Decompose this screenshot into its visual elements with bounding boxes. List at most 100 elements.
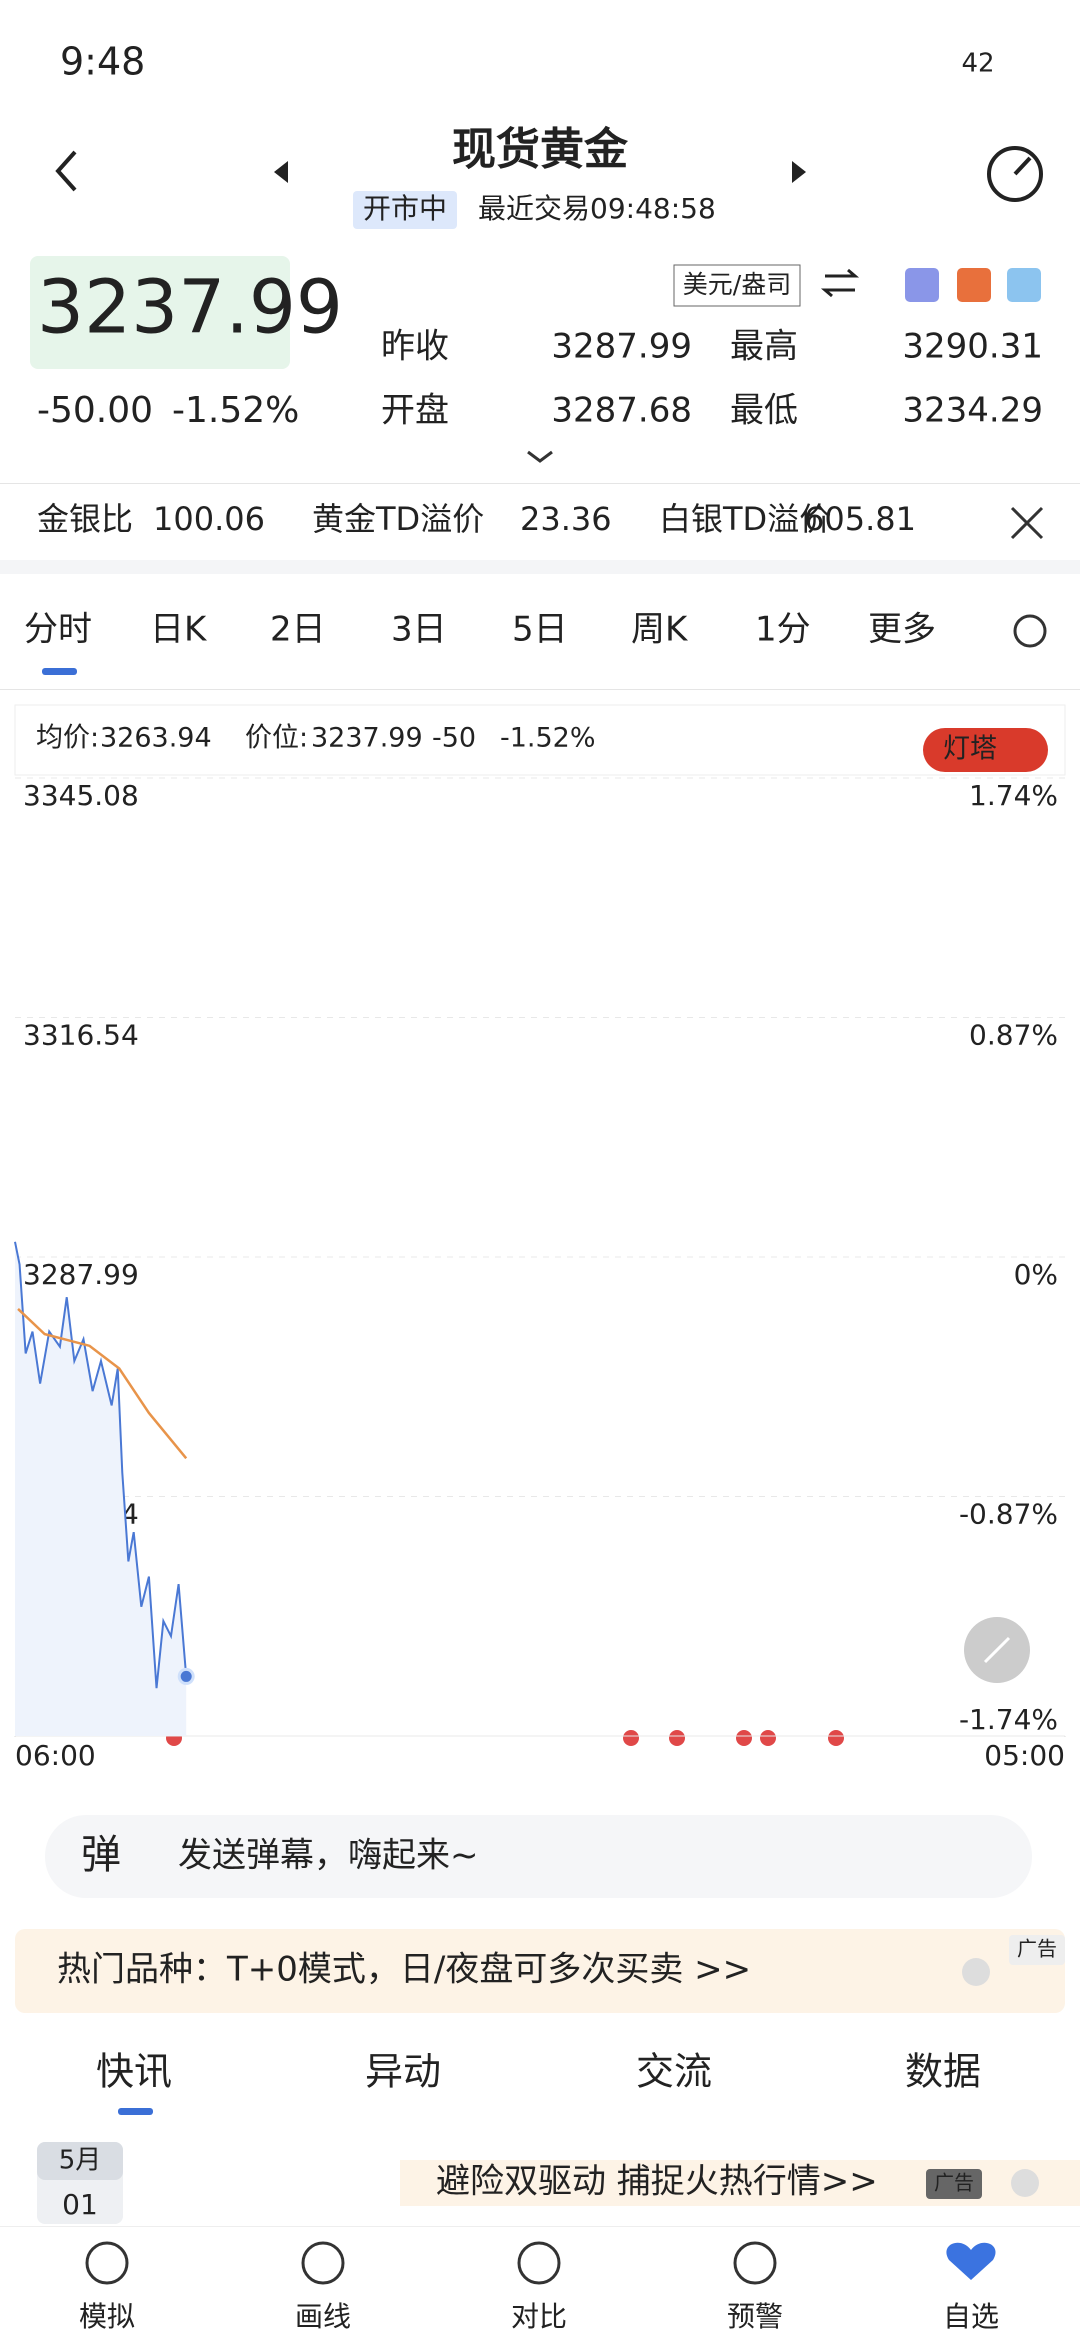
field-value: 3287.99 [551, 327, 692, 367]
nav-label[interactable]: 画线 [295, 2300, 351, 2333]
last-point [177, 1667, 195, 1685]
news-tab[interactable]: 数据 [905, 2050, 981, 2094]
tab[interactable]: 周K [631, 610, 689, 650]
price-label: 价位: [245, 723, 308, 754]
promo-text[interactable]: 热门品种：T+0模式，日/夜盘可多次买卖 >> [57, 1950, 751, 1990]
state-badge [353, 191, 457, 229]
expand-chevron[interactable] [527, 450, 553, 463]
tool-icon[interactable] [1007, 268, 1041, 302]
danmaku-input[interactable] [45, 1815, 1032, 1898]
swap-icon[interactable] [820, 268, 860, 298]
event-dot[interactable] [760, 1730, 776, 1746]
promo-tag-bg [1009, 1935, 1065, 1965]
spread-label: 黄金TD溢价 [312, 500, 484, 538]
x-tick-label: 05:00 [984, 1739, 1065, 1772]
field-label: 最低 [730, 391, 798, 431]
avg-value: 3263.94 [100, 723, 212, 754]
y2-tick-label: 1.74% [969, 779, 1058, 812]
spread-value: 605.81 [804, 500, 916, 538]
danmaku-icon: 弹 [81, 1832, 121, 1878]
tab[interactable]: 分时 [24, 610, 92, 650]
tab-underline [42, 668, 77, 675]
unit-box [673, 264, 801, 307]
spread-label: 白银TD溢价 [659, 500, 831, 538]
settings-button[interactable] [1013, 614, 1047, 648]
news-tab[interactable]: 交流 [636, 2050, 712, 2094]
tool-icon[interactable] [905, 268, 939, 302]
tab[interactable]: 2日 [270, 610, 326, 650]
date-day: 01 [62, 2188, 98, 2221]
back-button[interactable] [55, 150, 77, 192]
avg-line [17, 1308, 188, 1460]
news-tab[interactable]: 异动 [365, 2050, 441, 2094]
nav-icon[interactable] [946, 2242, 996, 2280]
news-tab[interactable]: 快讯 [96, 2050, 172, 2094]
state: 开市中 [363, 192, 447, 225]
nav-icon[interactable] [517, 2241, 561, 2285]
divider [0, 689, 1080, 690]
ad-text[interactable]: 避险双驱动 捕捉火热行情>> [436, 2162, 878, 2202]
promo-bg[interactable] [15, 1929, 1065, 2013]
y2-tick-label: 0.87% [969, 1019, 1058, 1052]
nav-label[interactable]: 自选 [943, 2300, 999, 2333]
promo-close[interactable] [962, 1958, 990, 1986]
nav-label[interactable]: 模拟 [79, 2300, 135, 2333]
y2-tick-label: -1.74% [959, 1703, 1058, 1736]
tab[interactable]: 5日 [512, 610, 568, 650]
tab[interactable]: 1分 [755, 610, 811, 650]
refresh-button[interactable] [987, 146, 1043, 202]
tool-icon[interactable] [957, 268, 991, 302]
chart-info-bg [14, 704, 1066, 776]
nav-label[interactable]: 对比 [511, 2300, 567, 2333]
unit[interactable]: 美元/盎司 [683, 270, 791, 299]
change-pct: -1.52% [172, 390, 299, 431]
field-value: 3290.31 [902, 327, 1043, 367]
spread-label: 金银比 [37, 500, 133, 538]
ad-close[interactable] [1011, 2169, 1039, 2197]
y-tick-label: 3345.08 [23, 779, 139, 812]
tab[interactable]: 更多 [868, 610, 936, 650]
close-button[interactable] [1010, 506, 1044, 540]
price-pct: -1.52% [500, 723, 596, 754]
refresh-hand [1013, 156, 1032, 176]
lighthouse-button[interactable] [923, 728, 1048, 772]
spacer [1005, 1072, 1006, 1073]
last-trade: 最近交易09:48:58 [478, 192, 716, 225]
nav-icon[interactable] [85, 2241, 129, 2285]
tab[interactable]: 日K [150, 610, 208, 650]
news-tab-underline [118, 2108, 153, 2115]
y2-tick-label: -0.87% [959, 1498, 1058, 1531]
prev-button[interactable] [274, 161, 288, 183]
avg-label: 均价: [36, 723, 99, 754]
divider [0, 483, 1080, 484]
nav-label[interactable]: 预警 [727, 2300, 783, 2333]
event-markers [166, 1730, 844, 1746]
event-dot[interactable] [736, 1730, 752, 1746]
fullscreen-icon [983, 1636, 1011, 1664]
danmaku-placeholder[interactable]: 发送弹幕，嗨起来~ [178, 1836, 479, 1876]
status-time: 9:48 [60, 40, 145, 84]
nav-icon[interactable] [733, 2241, 777, 2285]
price-line [14, 1241, 188, 1689]
tab[interactable]: 3日 [391, 610, 447, 650]
price: 3237.99 [37, 265, 343, 351]
field-label: 开盘 [381, 391, 449, 431]
price-value: 3237.99 [311, 723, 423, 754]
event-dot[interactable] [828, 1730, 844, 1746]
spread-value: 100.06 [153, 500, 265, 538]
spread-value: 23.36 [520, 500, 612, 538]
next-button[interactable] [792, 161, 806, 183]
ad-tag: 广告 [934, 2171, 974, 2195]
event-dot[interactable] [623, 1730, 639, 1746]
price-change: -50 [432, 723, 476, 754]
y-tick-label: 3287.99 [23, 1258, 139, 1291]
lighthouse-label: 灯塔 [943, 734, 997, 765]
y2-tick-label: 0% [1014, 1258, 1058, 1291]
ad-tag-bg [926, 2169, 982, 2199]
date-month: 5月 [59, 2146, 102, 2176]
event-dot[interactable] [669, 1730, 685, 1746]
x-tick-label: 06:00 [15, 1739, 96, 1772]
nav-icon[interactable] [301, 2241, 345, 2285]
battery: 42 [961, 49, 994, 79]
